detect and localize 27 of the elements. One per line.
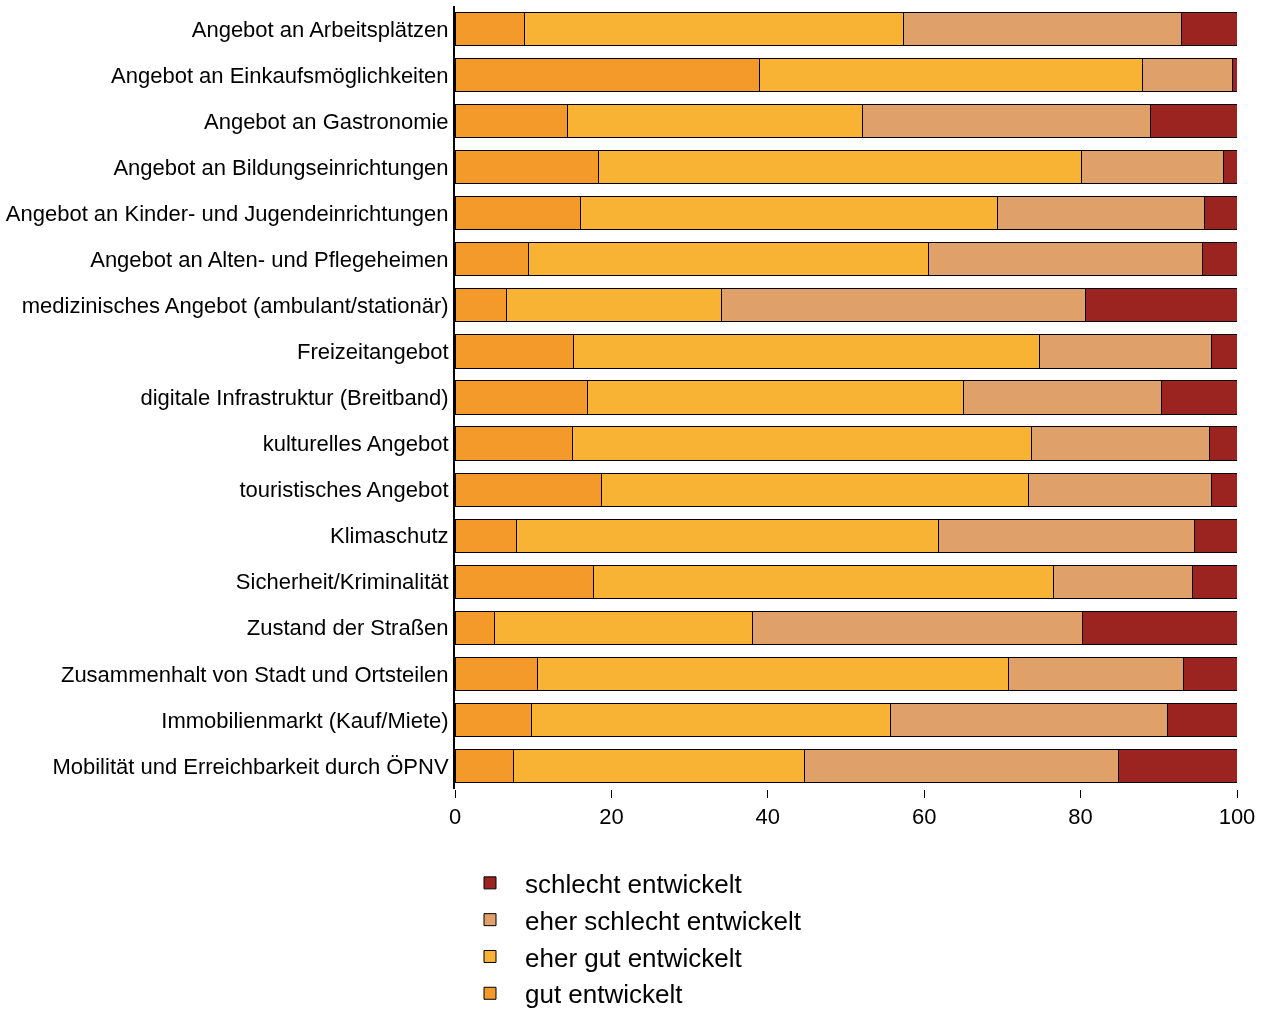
y-tick-label: medizinisches Angebot (ambulant/stationär) xyxy=(21,293,449,319)
x-tick-label: 40 xyxy=(755,804,781,830)
y-tick-label: Angebot an Alten- und Pflegeheimen xyxy=(90,247,449,273)
y-tick-label: Angebot an Kinder- und Jugendeinrichtungen xyxy=(5,200,449,226)
y-tick-label: kulturelles Angebot xyxy=(262,431,449,457)
y-tick-label: Klimaschutz xyxy=(330,523,449,549)
y-tick-label: Mobilität und Erreichbarkeit durch ÖPNV xyxy=(52,753,449,779)
y-tick-label: Freizeitangebot xyxy=(296,339,449,365)
x-tick-label: 80 xyxy=(1068,804,1093,830)
x-tick-label: 60 xyxy=(911,804,937,830)
y-tick-label: digitale Infrastruktur (Breitband) xyxy=(140,385,449,411)
legend-label: eher schlecht entwickelt xyxy=(525,905,802,936)
y-tick-label: Angebot an Einkaufsmöglichkeiten xyxy=(111,62,449,88)
y-tick-label: Immobilienmarkt (Kauf/Miete) xyxy=(161,707,449,733)
y-tick-label: Angebot an Arbeitsplätzen xyxy=(191,16,449,42)
legend-label: gut entwickelt xyxy=(525,979,684,1010)
y-tick-label: Angebot an Gastronomie xyxy=(203,108,449,134)
y-tick-label: Zusammenhalt von Stadt und Ortsteilen xyxy=(60,661,449,687)
y-tick-label: Zustand der Straßen xyxy=(246,615,449,641)
legend-label: eher gut entwickelt xyxy=(525,942,743,973)
y-tick-label: Sicherheit/Kriminalität xyxy=(235,569,449,595)
x-tick-label: 100 xyxy=(1218,804,1256,830)
y-tick-label: Angebot an Bildungseinrichtungen xyxy=(113,154,449,180)
y-tick-label: touristisches Angebot xyxy=(239,477,449,503)
x-tick-label: 20 xyxy=(599,804,624,830)
x-tick-label: 0 xyxy=(448,804,462,830)
legend-label: schlecht entwickelt xyxy=(525,869,743,900)
